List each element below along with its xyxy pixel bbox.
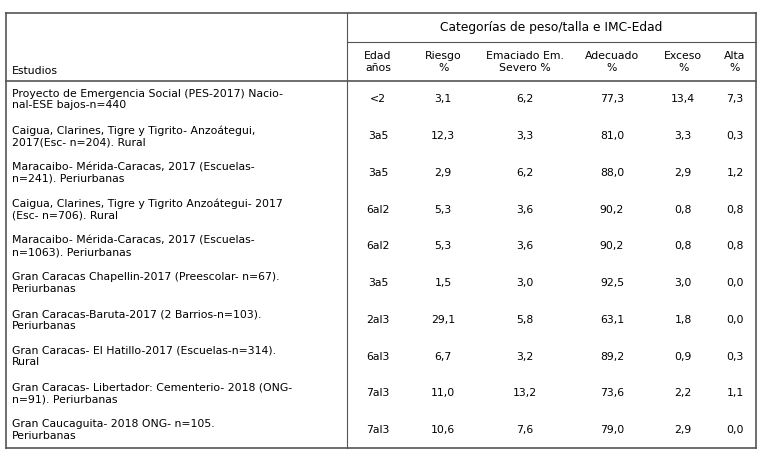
Text: 3,0: 3,0 [674,278,692,288]
Text: 7,6: 7,6 [516,425,533,435]
Text: 3,3: 3,3 [516,131,533,141]
Text: Gran Caracas-Baruta-2017 (2 Barrios-n=103).
Periurbanas: Gran Caracas-Baruta-2017 (2 Barrios-n=10… [12,309,261,331]
Text: 3a5: 3a5 [368,278,388,288]
Text: 89,2: 89,2 [600,351,624,362]
Text: 6,2: 6,2 [516,168,533,178]
Text: 3,6: 3,6 [516,241,533,252]
Text: 0,0: 0,0 [726,278,744,288]
Text: 63,1: 63,1 [600,315,624,325]
Text: 1,2: 1,2 [726,168,744,178]
Text: Maracaibo- Mérida-Caracas, 2017 (Escuelas-
n=241). Periurbanas: Maracaibo- Mérida-Caracas, 2017 (Escuela… [12,162,255,184]
Text: 88,0: 88,0 [600,168,624,178]
Text: 3a5: 3a5 [368,168,388,178]
Text: 29,1: 29,1 [431,315,456,325]
Text: Caigua, Clarines, Tigre y Tigrito- Anzoátegui,
2017(Esc- n=204). Rural: Caigua, Clarines, Tigre y Tigrito- Anzoá… [12,125,255,147]
Text: 6al3: 6al3 [367,351,389,362]
Text: 3,2: 3,2 [516,351,533,362]
Text: Alta
%: Alta % [724,51,745,73]
Text: 0,8: 0,8 [674,241,692,252]
Text: Gran Caracas- El Hatillo-2017 (Escuelas-n=314).
Rural: Gran Caracas- El Hatillo-2017 (Escuelas-… [12,346,276,367]
Text: 10,6: 10,6 [431,425,456,435]
Text: 3,6: 3,6 [516,204,533,215]
Text: 1,1: 1,1 [726,388,744,398]
Text: 73,6: 73,6 [600,388,624,398]
Text: 3a5: 3a5 [368,131,388,141]
Text: 6,2: 6,2 [516,94,533,105]
Text: 0,9: 0,9 [674,351,692,362]
Text: 0,3: 0,3 [726,351,744,362]
Text: 3,3: 3,3 [674,131,692,141]
Text: 2,9: 2,9 [674,425,692,435]
Text: 2,9: 2,9 [434,168,452,178]
Text: 0,0: 0,0 [726,315,744,325]
Text: Gran Caucaguita- 2018 ONG- n=105.
Periurbanas: Gran Caucaguita- 2018 ONG- n=105. Periur… [12,419,215,441]
Text: 7,3: 7,3 [726,94,744,105]
Text: 0,8: 0,8 [726,204,744,215]
Text: 0,0: 0,0 [726,425,744,435]
Text: Categorías de peso/talla e IMC-Edad: Categorías de peso/talla e IMC-Edad [440,21,663,34]
Text: 90,2: 90,2 [600,204,624,215]
Text: Gran Caracas- Libertador: Cementerio- 2018 (ONG-
n=91). Periurbanas: Gran Caracas- Libertador: Cementerio- 20… [12,382,293,404]
Text: 2al3: 2al3 [367,315,389,325]
Text: 77,3: 77,3 [600,94,624,105]
Text: 1,5: 1,5 [434,278,452,288]
Text: Caigua, Clarines, Tigre y Tigrito Anzoátegui- 2017
(Esc- n=706). Rural: Caigua, Clarines, Tigre y Tigrito Anzoát… [12,199,283,220]
Text: 6,7: 6,7 [434,351,452,362]
Text: 3,1: 3,1 [434,94,452,105]
Text: 6al2: 6al2 [367,241,389,252]
Text: Emaciado Em.
Severo %: Emaciado Em. Severo % [485,51,564,73]
Text: Adecuado
%: Adecuado % [584,51,639,73]
Text: 92,5: 92,5 [600,278,624,288]
Text: 81,0: 81,0 [600,131,624,141]
Text: 2,2: 2,2 [674,388,692,398]
Text: Riesgo
%: Riesgo % [425,51,462,73]
Text: 12,3: 12,3 [431,131,456,141]
Text: 1,8: 1,8 [674,315,692,325]
Text: 13,4: 13,4 [671,94,695,105]
Text: Edad
años: Edad años [364,51,392,73]
Text: 0,8: 0,8 [674,204,692,215]
Text: 13,2: 13,2 [513,388,536,398]
Text: 5,3: 5,3 [434,241,452,252]
Text: 7al3: 7al3 [367,425,389,435]
Text: 5,3: 5,3 [434,204,452,215]
Text: 7al3: 7al3 [367,388,389,398]
Text: 2,9: 2,9 [674,168,692,178]
Text: Gran Caracas Chapellin-2017 (Preescolar- n=67).
Periurbanas: Gran Caracas Chapellin-2017 (Preescolar-… [12,272,280,294]
Text: Maracaibo- Mérida-Caracas, 2017 (Escuelas-
n=1063). Periurbanas: Maracaibo- Mérida-Caracas, 2017 (Escuela… [12,236,255,257]
Text: 0,8: 0,8 [726,241,744,252]
Text: 6al2: 6al2 [367,204,389,215]
Text: 3,0: 3,0 [516,278,533,288]
Text: 11,0: 11,0 [431,388,456,398]
Text: Exceso
%: Exceso % [664,51,703,73]
Text: 0,3: 0,3 [726,131,744,141]
Text: 5,8: 5,8 [516,315,533,325]
Text: Proyecto de Emergencia Social (PES-2017) Nacio-
nal-ESE bajos-n=440: Proyecto de Emergencia Social (PES-2017)… [12,89,283,110]
Text: 79,0: 79,0 [600,425,624,435]
Text: 90,2: 90,2 [600,241,624,252]
Text: Estudios: Estudios [12,66,58,76]
Text: <2: <2 [370,94,386,105]
